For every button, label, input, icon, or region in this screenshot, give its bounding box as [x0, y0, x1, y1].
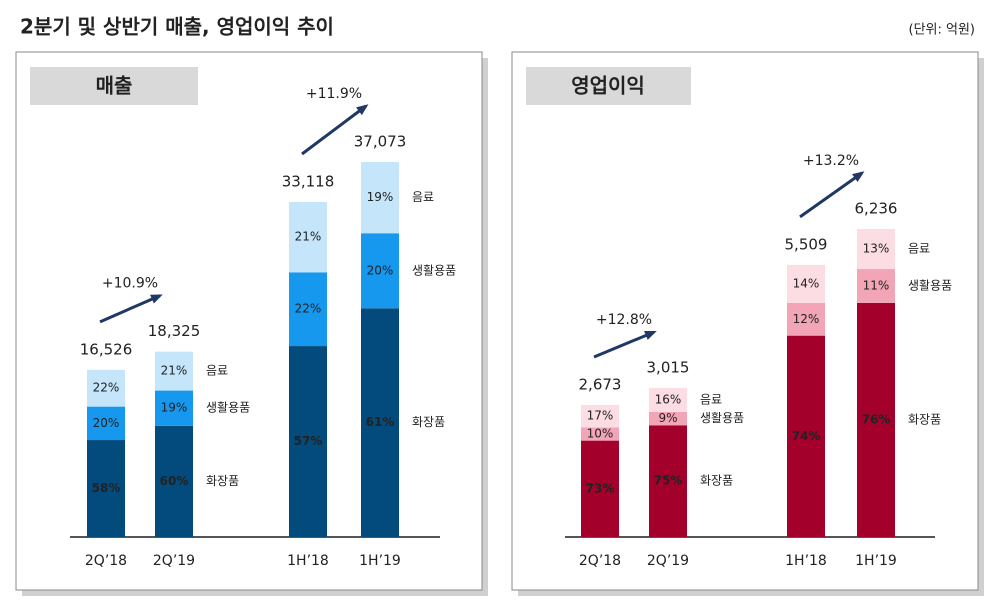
bar-segment: [857, 302, 895, 537]
data-label: 21%: [295, 230, 322, 244]
data-label: 11%: [863, 278, 890, 292]
total-label: 6,236: [855, 200, 898, 218]
x-tick-label: 2Q’18: [85, 553, 127, 569]
x-tick-label: 2Q’19: [647, 553, 689, 569]
data-label: 58%: [92, 481, 121, 495]
data-label: 76%: [862, 412, 891, 426]
bar-segment: [87, 440, 125, 537]
total-label: 5,509: [785, 235, 828, 253]
panel-title: 영업이익: [571, 74, 645, 98]
series-label: 음료: [700, 393, 722, 407]
panel-title-box: [526, 67, 691, 105]
data-label: 74%: [792, 429, 821, 443]
growth-arrowhead: [356, 104, 369, 116]
bar-segment: [155, 390, 193, 426]
total-label: 2,673: [579, 375, 622, 393]
series-label: 화장품: [908, 412, 941, 426]
bar-segment: [289, 202, 327, 273]
data-label: 19%: [367, 190, 394, 204]
bar-segment: [857, 229, 895, 270]
total-label: 18,325: [148, 322, 201, 340]
bar-segment: [857, 269, 895, 303]
data-label: 13%: [863, 242, 890, 256]
data-label: 22%: [93, 381, 120, 395]
series-label: 생활용품: [908, 278, 952, 292]
bar-segment: [87, 369, 125, 407]
data-label: 20%: [93, 416, 120, 430]
data-label: 12%: [793, 312, 820, 326]
series-label: 음료: [206, 364, 228, 378]
total-label: 16,526: [80, 340, 133, 358]
bar-segment: [787, 335, 825, 537]
data-label: 61%: [366, 415, 395, 429]
data-label: 10%: [587, 427, 614, 441]
bar-segment: [649, 411, 687, 426]
x-tick-label: 1H’18: [287, 553, 329, 569]
charts: 매출 58% 20% 22% 16,526 2Q’18 60% 화장품 19% 생활용품 21% 음료…: [70, 74, 952, 569]
data-label: 16%: [655, 393, 682, 407]
bar-segment: [155, 425, 193, 537]
data-label: 73%: [586, 481, 615, 495]
bar-segment: [361, 233, 399, 309]
panel-title-box: [30, 67, 198, 105]
bar-segment: [649, 425, 687, 537]
bar-segment: [361, 162, 399, 234]
total-label: 37,073: [354, 133, 407, 151]
bar-segment: [787, 303, 825, 336]
series-label: 음료: [412, 190, 434, 204]
growth-arrow: [593, 330, 655, 359]
data-label: 57%: [294, 434, 323, 448]
series-label: 생활용품: [700, 411, 744, 425]
total-label: 33,118: [282, 173, 335, 191]
unit-note: (단위: 억원): [909, 23, 976, 38]
bar-segment: [361, 308, 399, 537]
data-label: 20%: [367, 263, 394, 277]
data-label: 19%: [161, 401, 188, 415]
series-label: 화장품: [700, 474, 733, 488]
bar-segment: [87, 406, 125, 441]
x-tick-label: 2Q’18: [579, 553, 621, 569]
x-tick-label: 2Q’19: [153, 553, 195, 569]
panel: [15, 51, 483, 591]
growth-label: +13.2%: [803, 153, 859, 169]
data-label: 75%: [654, 474, 683, 488]
data-label: 14%: [793, 276, 820, 290]
x-tick-label: 1H’18: [785, 553, 827, 569]
total-label: 3,015: [647, 359, 690, 377]
data-label: 9%: [658, 411, 677, 425]
growth-label: +11.9%: [306, 86, 362, 102]
page-title: 2분기 및 상반기 매출, 영업이익 추이: [20, 15, 334, 39]
data-label: 17%: [587, 409, 614, 423]
growth-arrow: [301, 104, 367, 156]
panel-title: 매출: [96, 74, 133, 98]
data-label: 21%: [161, 364, 188, 378]
bar-segment: [581, 440, 619, 537]
bar-segment: [649, 388, 687, 412]
x-tick-label: 1H’19: [359, 553, 401, 569]
series-label: 화장품: [412, 415, 445, 429]
series-label: 음료: [908, 242, 930, 256]
growth-arrow: [799, 171, 863, 219]
bar-segment: [787, 264, 825, 303]
data-label: 22%: [295, 302, 322, 316]
bar-segment: [289, 346, 327, 537]
growth-arrowhead: [852, 171, 865, 182]
data-label: 60%: [160, 474, 189, 488]
series-label: 생활용품: [412, 263, 456, 277]
growth-arrow: [99, 294, 161, 324]
bar-segment: [581, 404, 619, 428]
bar-segment: [581, 427, 619, 441]
x-tick-label: 1H’19: [855, 553, 897, 569]
growth-label: +12.8%: [596, 312, 652, 328]
bar-segment: [289, 272, 327, 347]
growth-arrowhead: [150, 294, 163, 304]
bar-segment: [155, 351, 193, 391]
growth-label: +10.9%: [102, 276, 158, 292]
series-label: 화장품: [206, 474, 239, 488]
growth-arrowhead: [644, 330, 657, 340]
series-label: 생활용품: [206, 401, 250, 415]
